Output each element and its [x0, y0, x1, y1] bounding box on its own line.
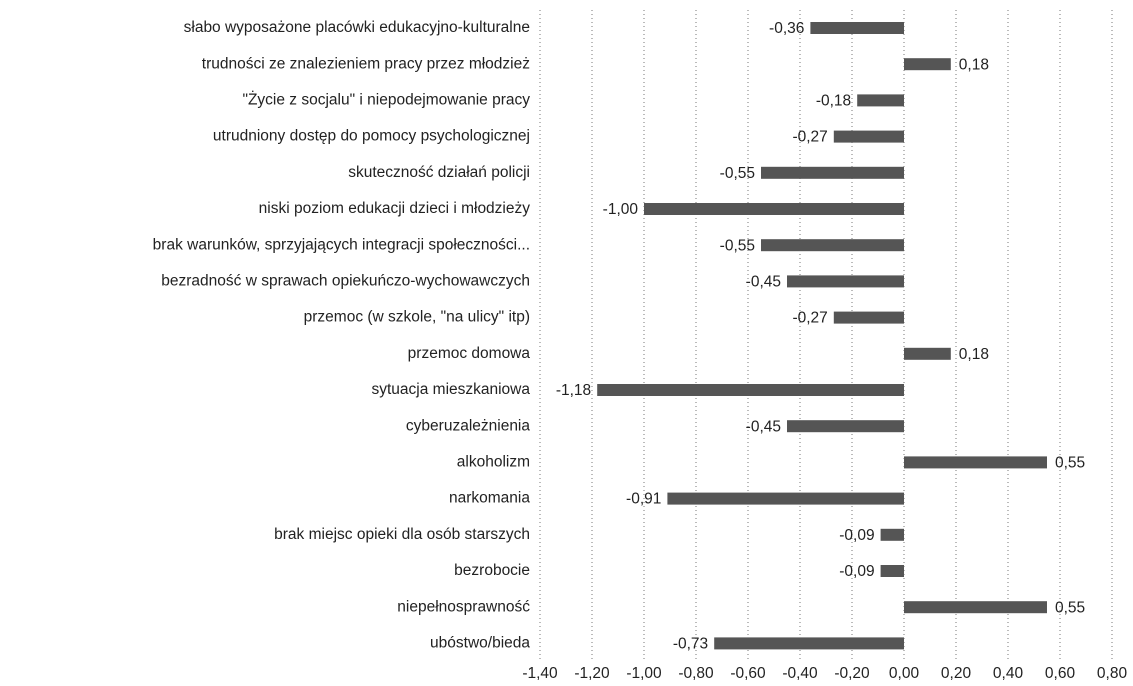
- value-label: -1,18: [556, 382, 591, 399]
- y-tick-label: sytuacja mieszkaniowa: [371, 381, 530, 398]
- value-label: -0,36: [769, 20, 804, 37]
- y-tick-label: trudności ze znalezieniem pracy przez mł…: [202, 55, 530, 72]
- x-tick-label: -1,20: [574, 665, 610, 682]
- value-label: -1,00: [603, 201, 639, 218]
- bar: [787, 275, 904, 288]
- x-tick-label: 0,80: [1097, 665, 1128, 682]
- value-label: 0,18: [959, 56, 989, 73]
- bar: [787, 420, 904, 433]
- y-tick-label: cyberuzależnienia: [406, 417, 530, 434]
- value-label: -0,09: [839, 527, 874, 544]
- value-label: -0,55: [720, 237, 755, 254]
- value-label: -0,45: [746, 418, 781, 435]
- value-label: -0,27: [792, 310, 827, 327]
- value-label: -0,18: [816, 92, 851, 109]
- bar: [597, 384, 904, 396]
- y-tick-label: przemoc domowa: [408, 345, 531, 362]
- value-label: 0,55: [1055, 454, 1085, 471]
- value-label: -0,27: [792, 129, 827, 146]
- x-tick-label: 0,40: [993, 665, 1024, 682]
- y-tick-label: słabo wyposażone placówki edukacyjno-kul…: [184, 19, 530, 36]
- bar: [904, 347, 951, 360]
- bar: [880, 528, 904, 541]
- bar: [904, 456, 1047, 469]
- y-tick-label: przemoc (w szkole, "na ulicy" itp): [304, 309, 530, 326]
- bar: [833, 311, 904, 324]
- bar: [880, 565, 904, 577]
- value-label: 0,18: [959, 346, 989, 363]
- x-tick-label: 0,00: [889, 665, 920, 682]
- x-tick-label: -0,60: [730, 665, 766, 682]
- y-tick-label: niepełnosprawność: [397, 598, 530, 615]
- bar: [833, 130, 904, 143]
- bar: [904, 58, 951, 71]
- y-tick-label: niski poziom edukacji dzieci i młodzieży: [259, 200, 531, 217]
- x-tick-label: -1,00: [626, 665, 662, 682]
- bar: [810, 22, 904, 34]
- y-tick-label: bezradność w sprawach opiekuńczo-wychowa…: [161, 272, 530, 289]
- bar: [857, 94, 904, 107]
- value-label: -0,91: [626, 491, 661, 508]
- bar: [904, 601, 1047, 614]
- value-label: -0,73: [673, 635, 708, 652]
- y-tick-label: bezrobocie: [454, 562, 530, 579]
- value-label: -0,55: [720, 165, 755, 182]
- bar: [714, 637, 904, 650]
- x-tick-label: -0,80: [678, 665, 714, 682]
- x-tick-label: 0,20: [941, 665, 972, 682]
- value-label: -0,09: [839, 563, 874, 580]
- y-tick-label: utrudniony dostęp do pomocy psychologicz…: [213, 128, 530, 145]
- y-tick-label: narkomania: [449, 490, 530, 507]
- x-tick-label: -0,20: [834, 665, 870, 682]
- x-tick-label: -0,40: [782, 665, 818, 682]
- y-tick-label: "Życie z socjalu" i niepodejmowanie prac…: [242, 90, 530, 108]
- bar: [667, 492, 904, 505]
- value-label: 0,55: [1055, 599, 1085, 616]
- bar: [761, 166, 904, 179]
- y-tick-label: brak warunków, sprzyjających integracji …: [153, 236, 530, 253]
- bar: [761, 239, 904, 252]
- y-tick-label: alkoholizm: [457, 453, 530, 470]
- y-tick-label: brak miejsc opieki dla osób starszych: [274, 526, 530, 543]
- bar: [644, 203, 904, 215]
- x-tick-label: 0,60: [1045, 665, 1076, 682]
- value-label: -0,45: [746, 273, 781, 290]
- x-tick-label: -1,40: [522, 665, 558, 682]
- y-tick-label: ubóstwo/bieda: [430, 634, 530, 651]
- y-tick-label: skuteczność działań policji: [348, 164, 530, 181]
